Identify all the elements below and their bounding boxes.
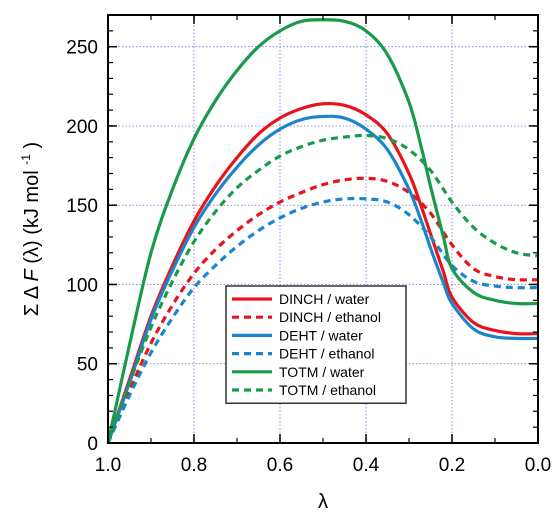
x-tick-label: 0.2 [439,455,465,476]
y-tick-label: 0 [87,434,98,455]
legend-label: TOTM / water [279,364,365,380]
legend-label: DEHT / water [279,327,363,343]
y-axis-title-unit-open: (kJ mol [21,170,43,234]
x-tick-label: 0.6 [267,455,293,476]
y-axis-title-sigma: Σ [21,304,43,316]
y-axis-title-unit-close: ) [21,142,43,149]
y-axis-title: Σ Δ F (λ) (kJ mol -1 ) [13,142,43,316]
x-tick-label: 0.4 [353,455,380,476]
y-tick-label: 150 [66,196,98,217]
legend: DINCH / water DINCH / ethanol DEHT / water… [225,285,407,404]
legend-box [225,285,407,404]
legend-label: DEHT / ethanol [279,346,374,362]
y-axis-title-exponent: -1 [19,154,33,165]
series-line-totm-water [106,18,539,444]
x-tick-label: 0.0 [525,455,551,476]
legend-label: DINCH / ethanol [279,309,381,325]
series-line-dinch-ethanol [106,176,539,444]
series-line-totm-ethanol [106,133,539,444]
tick-labels: 1.0 0.8 0.6 0.4 0.2 0.0 0 50 100 150 200 250 [66,38,551,476]
y-axis-title-delta: Δ [21,286,43,299]
y-axis-title-func: F [21,267,43,281]
y-tick-label: 100 [66,275,98,296]
y-tick-label: 250 [66,38,98,59]
series-line-dinch-water [106,101,539,444]
series-lines [106,18,539,444]
y-tick-label: 200 [66,117,98,138]
x-axis-title: λ [318,491,328,513]
series-line-deht-water [106,114,539,444]
legend-label: DINCH / water [279,291,370,307]
legend-label: TOTM / ethanol [279,382,376,398]
axis-ticks [107,14,539,444]
x-tick-label: 0.8 [181,455,207,476]
y-tick-label: 50 [77,355,98,376]
y-axis-title-arg: (λ) [21,240,43,263]
x-tick-label: 1.0 [95,455,121,476]
